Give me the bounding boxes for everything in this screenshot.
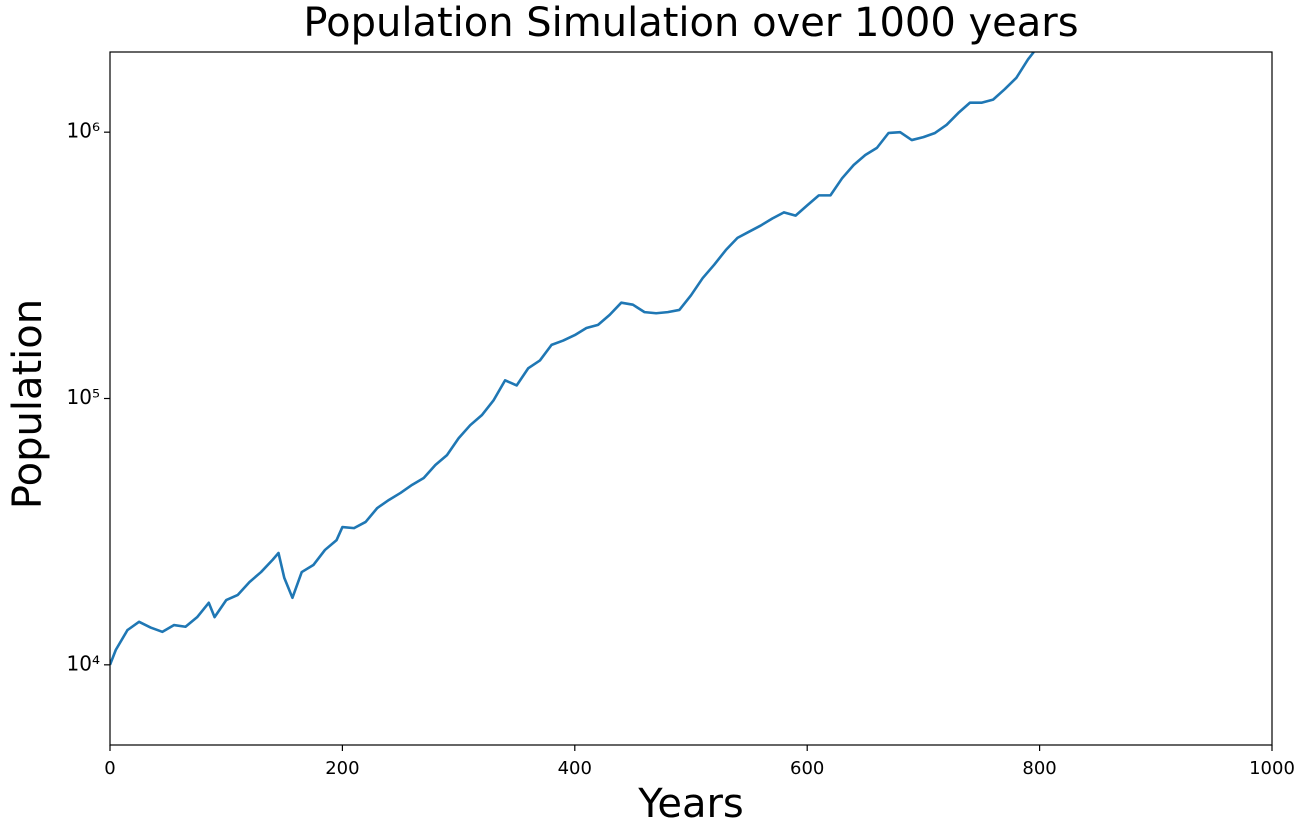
x-tick-label: 600 xyxy=(790,758,824,779)
y-tick-label: 10⁴ xyxy=(67,651,100,675)
y-tick-label: 10⁶ xyxy=(67,119,100,143)
data-line xyxy=(110,52,1035,666)
x-tick-label: 0 xyxy=(104,758,115,779)
y-axis-label: Population xyxy=(5,299,51,509)
x-tick-label: 200 xyxy=(325,758,359,779)
y-tick-label: 10⁵ xyxy=(67,385,100,409)
x-axis-label: Years xyxy=(637,781,744,827)
plot-frame xyxy=(109,51,1273,746)
chart-title: Population Simulation over 1000 years xyxy=(303,0,1078,46)
x-tick-label: 1000 xyxy=(1249,758,1295,779)
x-tick-label: 400 xyxy=(558,758,592,779)
x-tick-label: 800 xyxy=(1022,758,1056,779)
